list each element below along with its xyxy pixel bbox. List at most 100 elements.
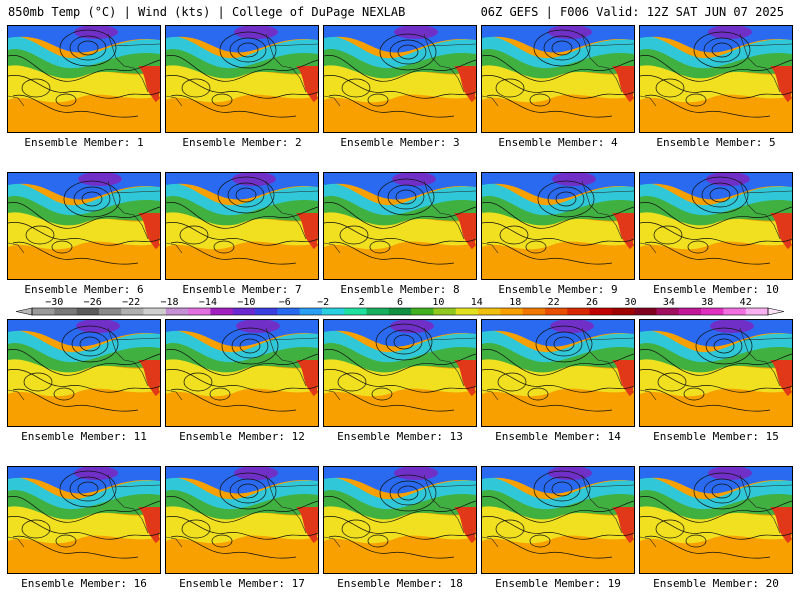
temperature-wind-map (482, 320, 634, 426)
colorbar-tick-label: 34 (663, 297, 675, 308)
ensemble-member-map (323, 319, 477, 427)
colorbar-graphic: −30 −26 −22 −18 −14 −10 −6 −2 2 6 10 14 18 22 26 30 34 38… (15, 297, 785, 316)
colorbar-swatch (32, 308, 55, 315)
colorbar-tick-label: −14 (199, 297, 217, 308)
ensemble-member-map (639, 25, 793, 133)
ensemble-member-map (165, 466, 319, 574)
ensemble-member-map (165, 319, 319, 427)
ensemble-member-map (323, 466, 477, 574)
temperature-wind-map (482, 173, 634, 279)
temperature-wind-map (166, 26, 318, 132)
colorbar-swatch (121, 308, 144, 315)
colorbar-tick-label: −6 (279, 297, 291, 308)
ensemble-member-label: Ensemble Member: 9 (498, 283, 618, 296)
colorbar-tick-label: 38 (701, 297, 713, 308)
ensemble-member-label: Ensemble Member: 15 (653, 430, 779, 443)
ensemble-member-label: Ensemble Member: 19 (495, 577, 621, 590)
colorbar-tick-label: −18 (161, 297, 179, 308)
temperature-wind-map (324, 467, 476, 573)
temperature-wind-map (8, 26, 160, 132)
colorbar-tick-label: −10 (237, 297, 255, 308)
temperature-wind-map (640, 26, 792, 132)
ensemble-member-map (7, 25, 161, 133)
colorbar-swatch (210, 308, 234, 315)
colorbar-swatch (232, 308, 256, 315)
colorbar-swatch (723, 308, 747, 315)
colorbar-swatch (411, 308, 434, 315)
colorbar-swatch (433, 308, 457, 315)
colorbar-swatch (299, 308, 323, 315)
ensemble-member-label: Ensemble Member: 7 (182, 283, 302, 296)
ensemble-member-map (639, 172, 793, 280)
temperature-wind-map (166, 320, 318, 426)
ensemble-member-label: Ensemble Member: 20 (653, 577, 779, 590)
ensemble-member-label: Ensemble Member: 13 (337, 430, 463, 443)
colorbar-swatch (500, 308, 524, 315)
colorbar-tick-label: 18 (509, 297, 521, 308)
ensemble-member-map (7, 172, 161, 280)
ensemble-member-label: Ensemble Member: 2 (182, 136, 302, 149)
colorbar-swatch (567, 308, 590, 315)
colorbar-tick-label: −26 (84, 297, 102, 308)
colorbar-swatch (701, 308, 724, 315)
colorbar-swatch (544, 308, 568, 315)
temperature-wind-map (166, 467, 318, 573)
colorbar-frame (31, 307, 769, 316)
colorbar-swatch (388, 308, 412, 315)
ensemble-member-map (481, 25, 635, 133)
colorbar-tick-label: 26 (586, 297, 598, 308)
colorbar-swatch (745, 308, 769, 315)
colorbar-swatch (522, 308, 546, 315)
ensemble-member-label: Ensemble Member: 10 (653, 283, 779, 296)
temperature-wind-map (324, 173, 476, 279)
colorbar-tick-label: −2 (317, 297, 329, 308)
ensemble-member-map (481, 172, 635, 280)
ensemble-member-label: Ensemble Member: 1 (24, 136, 144, 149)
ensemble-member-label: Ensemble Member: 14 (495, 430, 621, 443)
colorbar-swatch (678, 308, 702, 315)
ensemble-member-label: Ensemble Member: 18 (337, 577, 463, 590)
colorbar-low-arrow (15, 307, 33, 316)
temperature-colorbar: −30 −26 −22 −18 −14 −10 −6 −2 2 6 10 14 18 22 26 30 34 38… (14, 297, 786, 317)
temperature-wind-map (640, 467, 792, 573)
map-title: 850mb Temp (°C) | Wind (kts) | College o… (8, 5, 406, 19)
colorbar-tick-label: −22 (122, 297, 140, 308)
ensemble-member-map (165, 172, 319, 280)
colorbar-swatch (143, 308, 167, 315)
colorbar-swatch (255, 308, 278, 315)
colorbar-swatch (478, 308, 501, 315)
ensemble-member-map (481, 319, 635, 427)
ensemble-member-label: Ensemble Member: 16 (21, 577, 147, 590)
ensemble-member-map (639, 466, 793, 574)
ensemble-member-map (7, 466, 161, 574)
temperature-wind-map (8, 320, 160, 426)
temperature-wind-map (482, 467, 634, 573)
colorbar-swatch (76, 308, 100, 315)
ensemble-member-label: Ensemble Member: 6 (24, 283, 144, 296)
colorbar-tick-label: 22 (548, 297, 560, 308)
ensemble-member-label: Ensemble Member: 8 (340, 283, 460, 296)
colorbar-swatch (54, 308, 77, 315)
temperature-wind-map (640, 320, 792, 426)
temperature-wind-map (8, 173, 160, 279)
colorbar-swatch (165, 308, 189, 315)
temperature-wind-map (482, 26, 634, 132)
colorbar-high-arrow (767, 307, 785, 316)
colorbar-swatch (656, 308, 680, 315)
colorbar-tick-label: 10 (432, 297, 444, 308)
ensemble-member-label: Ensemble Member: 5 (656, 136, 776, 149)
colorbar-swatch (277, 308, 301, 315)
ensemble-member-map (639, 319, 793, 427)
colorbar-swatch (634, 308, 657, 315)
temperature-wind-map (8, 467, 160, 573)
colorbar-tick-label: 2 (359, 297, 365, 308)
ensemble-member-map (323, 172, 477, 280)
header: 850mb Temp (°C) | Wind (kts) | College o… (0, 0, 800, 22)
ensemble-member-label: Ensemble Member: 11 (21, 430, 147, 443)
temperature-wind-map (324, 320, 476, 426)
ensemble-member-map (165, 25, 319, 133)
colorbar-tick-label: 30 (624, 297, 636, 308)
colorbar-swatch (589, 308, 613, 315)
ensemble-member-map (7, 319, 161, 427)
ensemble-member-label: Ensemble Member: 17 (179, 577, 305, 590)
